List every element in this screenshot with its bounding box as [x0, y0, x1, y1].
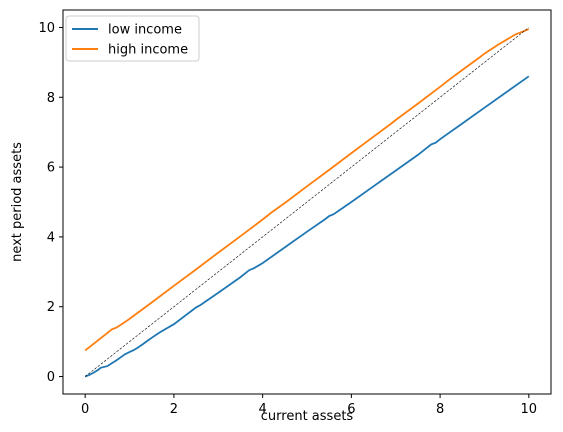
legend-box — [65, 15, 200, 62]
x-tick-label: 6 — [347, 402, 355, 417]
x-tick-label: 0 — [81, 402, 89, 417]
y-axis: 0 2 4 6 8 10 — [38, 21, 63, 385]
legend-label-high-income: high income — [108, 43, 188, 58]
x-tick-label: 10 — [521, 402, 538, 417]
series-line-high-income — [84, 28, 530, 352]
series-line-low-income — [84, 75, 530, 378]
y-axis-label: next period assets — [10, 142, 25, 262]
legend-label-low-income: low income — [108, 23, 182, 38]
x-tick-label: 4 — [258, 402, 266, 417]
legend: low income high income — [65, 15, 200, 62]
y-tick-label: 6 — [47, 161, 55, 176]
plot-lines — [84, 27, 530, 378]
x-axis-label: current assets — [261, 409, 354, 424]
series-line-45-degree — [85, 27, 529, 377]
x-axis: 0 2 4 6 8 10 — [81, 394, 537, 417]
y-tick-label: 0 — [47, 370, 55, 385]
x-tick-label: 2 — [170, 402, 178, 417]
y-tick-label: 2 — [47, 300, 55, 315]
y-tick-label: 10 — [38, 21, 55, 36]
axes-frame — [62, 9, 552, 395]
y-tick-label: 4 — [47, 230, 55, 245]
x-tick-label: 8 — [436, 402, 444, 417]
y-tick-label: 8 — [47, 91, 55, 106]
